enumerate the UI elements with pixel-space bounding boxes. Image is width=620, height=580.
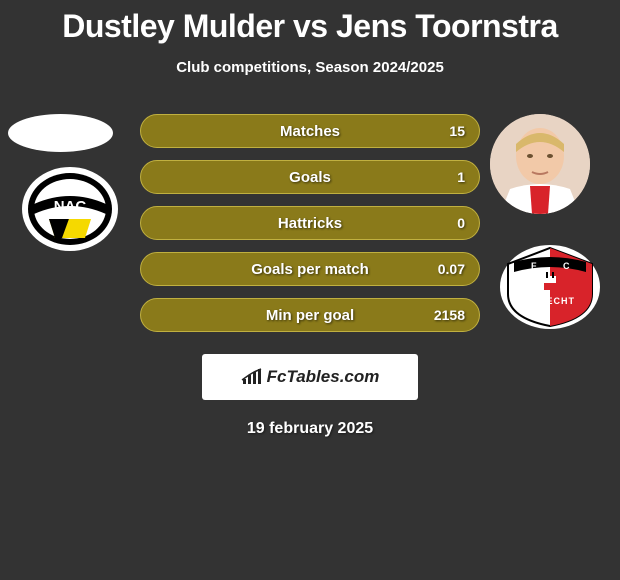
player-left-avatar bbox=[8, 114, 113, 152]
stat-label: Matches bbox=[280, 123, 340, 140]
stat-label: Min per goal bbox=[266, 307, 354, 324]
stat-rows: Matches 15 Goals 1 Hattricks 0 Goals per… bbox=[140, 114, 480, 344]
brand-box[interactable]: FcTables.com bbox=[202, 354, 418, 400]
fc-utrecht-icon: F C UTRECHT bbox=[498, 244, 602, 330]
stat-row-matches: Matches 15 bbox=[140, 114, 480, 148]
stat-row-goals: Goals 1 bbox=[140, 160, 480, 194]
date-text: 19 february 2025 bbox=[0, 420, 620, 438]
player-right-avatar bbox=[490, 114, 590, 214]
stat-row-goals-per-match: Goals per match 0.07 bbox=[140, 252, 480, 286]
stat-value-right: 15 bbox=[449, 123, 465, 139]
stats-area: NAC Matches 15 Goals 1 Hattricks 0 Goals… bbox=[0, 114, 620, 344]
stat-value-right: 0.07 bbox=[438, 261, 465, 277]
stat-value-right: 0 bbox=[457, 215, 465, 231]
club-right-badge: F C UTRECHT bbox=[498, 244, 602, 330]
svg-text:C: C bbox=[563, 261, 570, 271]
svg-text:NAC: NAC bbox=[54, 198, 87, 215]
subtitle: Club competitions, Season 2024/2025 bbox=[0, 59, 620, 76]
stat-label: Goals per match bbox=[251, 261, 369, 278]
chart-icon bbox=[241, 368, 263, 386]
svg-text:F: F bbox=[531, 261, 537, 271]
stat-value-right: 2158 bbox=[434, 307, 465, 323]
stat-value-right: 1 bbox=[457, 169, 465, 185]
stat-row-min-per-goal: Min per goal 2158 bbox=[140, 298, 480, 332]
club-left-badge: NAC bbox=[20, 166, 120, 252]
brand-text: FcTables.com bbox=[267, 367, 380, 387]
stat-label: Goals bbox=[289, 169, 331, 186]
svg-text:UTRECHT: UTRECHT bbox=[525, 296, 575, 306]
nac-breda-icon: NAC bbox=[20, 166, 120, 252]
page-title: Dustley Mulder vs Jens Toornstra bbox=[0, 0, 620, 45]
stat-label: Hattricks bbox=[278, 215, 342, 232]
stat-row-hattricks: Hattricks 0 bbox=[140, 206, 480, 240]
